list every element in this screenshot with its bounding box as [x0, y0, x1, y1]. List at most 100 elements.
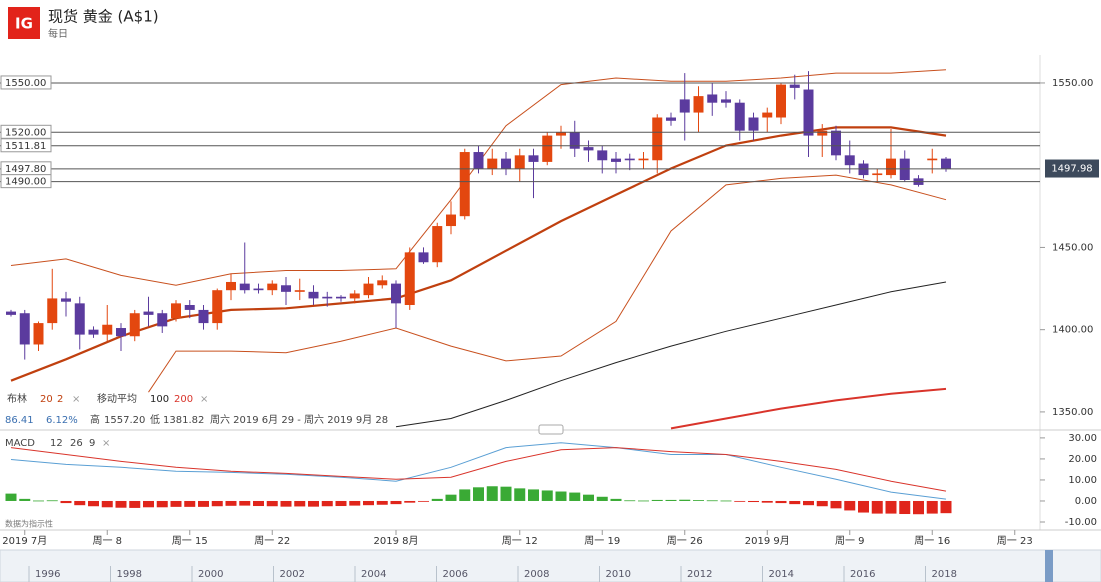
macd-bar [610, 498, 622, 501]
macd-bar [335, 500, 347, 507]
panel-handle[interactable] [538, 424, 564, 435]
macd-bar [514, 488, 526, 501]
legend-text: × [72, 394, 80, 405]
x-tick-label: 周一 26 [667, 535, 703, 547]
legend-text: 9 [89, 438, 95, 449]
candle-body [61, 298, 71, 302]
candle-body [611, 158, 621, 162]
x-tick-label: 周一 15 [172, 535, 208, 547]
x-tick-label: 周一 23 [997, 535, 1033, 547]
macd-bar [569, 492, 581, 501]
macd-bar [211, 500, 223, 507]
candle-body [129, 313, 140, 337]
candle-body [679, 99, 690, 113]
indicator-line [148, 174, 947, 393]
macd-bar [5, 493, 17, 501]
y-tick-label: 1350.00 [1052, 407, 1093, 418]
macd-bar [101, 500, 113, 508]
candle-body [239, 283, 250, 291]
macd-bar [349, 500, 361, 506]
macd-bar [734, 500, 746, 502]
legend-text: × [200, 394, 208, 405]
legend-text: 高 [90, 413, 100, 426]
candle-body [514, 155, 525, 169]
candle-body [116, 328, 126, 337]
x-tick-label: 2019 8月 [374, 535, 419, 547]
navigator-year: 2006 [443, 569, 468, 580]
legend-text: 200 [174, 394, 193, 405]
macd-bar [555, 491, 567, 501]
macd-bar [184, 500, 196, 507]
candle-body [748, 117, 759, 131]
candle-body [583, 147, 594, 151]
macd-bar [376, 500, 388, 505]
candle-body [542, 135, 553, 162]
candle-body [198, 309, 209, 324]
macd-bar [596, 496, 608, 501]
macd-bar [74, 500, 86, 506]
macd-bar [844, 500, 856, 511]
candle-body [322, 296, 333, 299]
legend-text: 6.12% [46, 415, 78, 426]
navigator-handle[interactable] [1045, 550, 1053, 582]
candle-body [157, 313, 168, 327]
navigator-year: 1996 [35, 569, 60, 580]
macd-bar [170, 500, 182, 507]
macd-bar [445, 494, 457, 501]
candle-body [294, 290, 305, 292]
candle-body [6, 311, 16, 315]
macd-bar [665, 499, 677, 501]
level-label-box [0, 174, 52, 189]
macd-bar [528, 489, 539, 501]
candle-body [253, 288, 264, 291]
candle-body [734, 102, 745, 131]
candle-body [597, 150, 608, 161]
candle-body [446, 214, 456, 227]
candle-body [528, 155, 539, 162]
macd-bar [720, 500, 732, 502]
candle-body [487, 158, 498, 169]
macd-panel [5, 442, 952, 515]
level-label: 1550.00 [5, 78, 46, 89]
candle-body [473, 152, 484, 169]
macd-bar [885, 500, 897, 514]
navigator-year: 2004 [361, 569, 386, 580]
x-tick-label: 2019 7月 [2, 535, 47, 547]
candle-body [693, 96, 704, 113]
macd-bar [830, 500, 842, 509]
candle-body [886, 158, 896, 176]
legend-text: 布林 [7, 392, 27, 405]
macd-bar [418, 500, 429, 502]
candle-body [459, 152, 470, 217]
macd-tick-label: -10.00 [1065, 517, 1097, 528]
level-label: 1511.81 [5, 141, 46, 152]
legend-text: 100 [150, 394, 169, 405]
navigator-year: 2018 [932, 569, 957, 580]
candle-body [19, 313, 30, 345]
legend-text: 移动平均 [97, 392, 137, 405]
macd-bar [253, 500, 264, 507]
macd-tick-label: 30.00 [1068, 433, 1097, 444]
level-label: 1490.00 [5, 177, 46, 188]
y-tick-label: 1450.00 [1052, 242, 1093, 253]
candle-body [212, 290, 223, 324]
macd-bar [803, 500, 814, 506]
macd-bar [486, 486, 498, 501]
navigator[interactable] [0, 549, 1101, 582]
macd-bar [651, 499, 663, 501]
candle-body [226, 281, 236, 291]
indicator-line [10, 442, 947, 500]
macd-bar [679, 499, 691, 501]
macd-bar [706, 500, 718, 502]
overlay: 1550.00 1520.00 1511.81 1497.80 1490.00 1550.… [0, 75, 1099, 582]
legend-text: 1381.82 [163, 415, 204, 426]
navigator-year: 2016 [850, 569, 875, 580]
candle-body [569, 132, 580, 149]
macd-bar [239, 500, 251, 506]
logo-box [8, 7, 40, 39]
candle-body [418, 252, 429, 263]
x-tick-label: 周一 9 [835, 535, 865, 547]
indicator-line [670, 387, 947, 430]
candle-body [74, 303, 85, 335]
